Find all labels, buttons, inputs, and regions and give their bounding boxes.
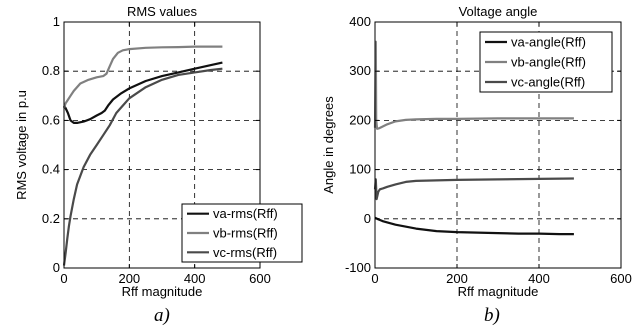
chart-rms-values: 0 200 400 600 0 0.2 0.4 0.6 0.8 1 RMS values Rff ma…: [14, 4, 303, 326]
legend-label: va-angle(Rff): [511, 35, 586, 50]
legend-label: vb-rms(Rff): [213, 226, 278, 241]
legend-label: vc-angle(Rff): [511, 75, 585, 90]
x-tick-label: 600: [249, 271, 271, 286]
series-line-vb-angle-rff: [373, 40, 574, 130]
y-tick-label: 0: [364, 211, 371, 226]
legend: va-angle(Rff) vb-angle(Rff) vc-angle(Rff): [479, 31, 613, 93]
y-tick-label: 400: [349, 14, 371, 29]
x-axis-label: Rff magnitude: [458, 284, 539, 299]
series-line-vb-rms-rff: [62, 45, 223, 109]
y-axis-label: RMS voltage in p.u: [14, 90, 29, 200]
chart-title: Voltage angle: [459, 4, 538, 19]
series-line-vc-angle-rff: [373, 177, 574, 201]
x-tick-label: 0: [371, 271, 378, 286]
y-tick-label: 100: [349, 162, 371, 177]
x-axis-label: Rff magnitude: [122, 284, 203, 299]
x-tick-label: 200: [118, 271, 140, 286]
y-tick-label: -100: [345, 260, 371, 275]
x-tick-label: 600: [610, 271, 632, 286]
x-tick-label: 200: [446, 271, 468, 286]
axes-frame: [374, 21, 622, 269]
y-tick-label: 1: [53, 14, 60, 29]
x-tick-label: 0: [60, 271, 67, 286]
legend-label: va-rms(Rff): [213, 206, 278, 221]
y-tick-label: 0.2: [42, 211, 60, 226]
y-tick-label: 0.4: [42, 162, 60, 177]
legend-label: vb-angle(Rff): [511, 55, 586, 70]
x-tick-label: 400: [184, 271, 206, 286]
legend-label: vc-rms(Rff): [213, 245, 277, 260]
y-axis-label: Angle in degrees: [321, 96, 336, 194]
legend: va-rms(Rff) vb-rms(Rff) vc-rms(Rff): [181, 203, 303, 263]
axes-frame: [63, 21, 261, 269]
y-tick-label: 0: [53, 260, 60, 275]
y-tick-label: 0.8: [42, 63, 60, 78]
y-tick-label: 0.6: [42, 112, 60, 127]
y-tick-label: 200: [349, 112, 371, 127]
subfigure-caption: a): [154, 305, 170, 326]
y-tick-label: 300: [349, 63, 371, 78]
x-tick-label: 400: [528, 271, 550, 286]
chart-title: RMS values: [127, 4, 198, 19]
subfigure-caption: b): [484, 305, 500, 326]
series-line-va-rms-rff: [63, 61, 223, 125]
series-line-vc-rms-rff: [62, 67, 223, 266]
series-line-va-angle-rff: [374, 216, 574, 236]
